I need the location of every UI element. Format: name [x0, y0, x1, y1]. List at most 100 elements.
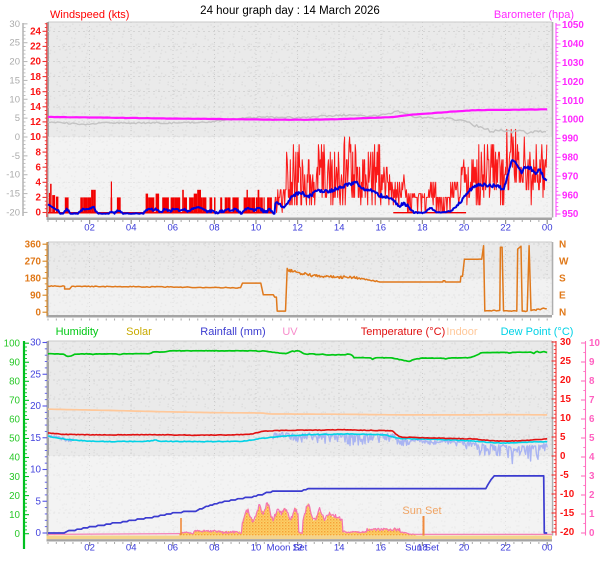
svg-text:1: 1: [589, 509, 595, 520]
svg-text:14: 14: [334, 543, 345, 554]
svg-text:08: 08: [209, 543, 220, 554]
svg-text:20: 20: [30, 401, 41, 412]
svg-text:1030: 1030: [562, 58, 584, 69]
svg-text:18: 18: [417, 543, 428, 554]
svg-text:Sun Set: Sun Set: [402, 505, 441, 517]
svg-text:1020: 1020: [562, 77, 584, 88]
svg-text:20: 20: [459, 543, 470, 554]
svg-text:04: 04: [126, 543, 137, 554]
svg-text:2: 2: [589, 490, 595, 501]
svg-text:18: 18: [30, 72, 41, 83]
svg-text:6: 6: [36, 162, 42, 173]
svg-text:N: N: [559, 240, 566, 251]
svg-text:Solar: Solar: [126, 326, 152, 338]
svg-text:06: 06: [168, 223, 179, 234]
svg-text:25: 25: [560, 356, 571, 367]
svg-text:-15: -15: [6, 189, 20, 200]
svg-text:-5: -5: [560, 470, 569, 481]
svg-text:990: 990: [562, 134, 579, 145]
svg-text:4: 4: [589, 452, 595, 463]
svg-text:1000: 1000: [562, 115, 584, 126]
svg-text:S: S: [559, 274, 566, 285]
svg-text:30: 30: [30, 338, 41, 349]
svg-text:5: 5: [15, 113, 20, 124]
svg-text:Rainfall (mm): Rainfall (mm): [200, 326, 265, 338]
svg-text:8: 8: [36, 147, 42, 158]
svg-text:Windspeed (kts): Windspeed (kts): [50, 9, 129, 21]
svg-text:22: 22: [500, 543, 511, 554]
svg-text:12: 12: [292, 223, 303, 234]
svg-text:15: 15: [30, 433, 41, 444]
svg-text:4: 4: [36, 178, 42, 189]
svg-text:14: 14: [30, 102, 41, 113]
svg-text:25: 25: [9, 38, 20, 49]
svg-text:Temperature (°C): Temperature (°C): [361, 326, 445, 338]
svg-text:0: 0: [36, 528, 42, 539]
svg-text:6: 6: [589, 414, 595, 425]
svg-text:24: 24: [30, 27, 41, 38]
svg-text:02: 02: [84, 223, 95, 234]
svg-text:9: 9: [589, 357, 595, 368]
svg-text:90: 90: [9, 357, 20, 368]
svg-text:12: 12: [30, 117, 41, 128]
svg-text:W: W: [559, 257, 569, 268]
svg-text:5: 5: [589, 433, 595, 444]
svg-text:10: 10: [9, 94, 20, 105]
svg-text:Moon Set: Moon Set: [267, 543, 308, 554]
svg-text:16: 16: [30, 87, 41, 98]
svg-text:100: 100: [4, 338, 21, 349]
svg-text:90: 90: [30, 290, 41, 301]
svg-text:2: 2: [36, 193, 42, 204]
svg-text:16: 16: [376, 543, 387, 554]
svg-text:14: 14: [334, 223, 345, 234]
svg-text:20: 20: [9, 57, 20, 68]
svg-text:30: 30: [9, 472, 20, 483]
svg-text:8: 8: [589, 376, 595, 387]
svg-text:0: 0: [36, 208, 42, 219]
svg-text:5: 5: [560, 432, 566, 443]
svg-text:22: 22: [500, 223, 511, 234]
svg-text:270: 270: [25, 256, 42, 267]
svg-text:60: 60: [9, 415, 20, 426]
svg-text:3: 3: [589, 471, 595, 482]
svg-text:180: 180: [25, 273, 42, 284]
svg-text:50: 50: [9, 434, 20, 445]
svg-text:20: 20: [9, 491, 20, 502]
svg-text:1040: 1040: [562, 39, 584, 50]
svg-text:06: 06: [168, 543, 179, 554]
svg-text:0: 0: [589, 528, 595, 539]
svg-text:Barometer (hpa): Barometer (hpa): [494, 9, 574, 21]
svg-text:12: 12: [292, 543, 303, 554]
svg-text:N: N: [559, 308, 566, 319]
svg-text:00: 00: [542, 223, 553, 234]
svg-text:10: 10: [589, 338, 600, 349]
svg-text:0: 0: [15, 132, 20, 143]
svg-text:15: 15: [9, 75, 20, 86]
svg-text:10: 10: [9, 510, 20, 521]
svg-text:360: 360: [25, 239, 42, 250]
svg-text:970: 970: [562, 171, 579, 182]
svg-text:80: 80: [9, 377, 20, 388]
svg-text:10: 10: [30, 465, 41, 476]
svg-text:-20: -20: [6, 207, 20, 218]
svg-text:40: 40: [9, 453, 20, 464]
svg-text:20: 20: [459, 223, 470, 234]
svg-text:20: 20: [30, 57, 41, 68]
svg-text:10: 10: [251, 543, 262, 554]
svg-text:950: 950: [562, 209, 579, 220]
svg-text:Indoor: Indoor: [446, 326, 478, 338]
svg-text:18: 18: [417, 223, 428, 234]
svg-text:1010: 1010: [562, 96, 584, 107]
svg-text:-15: -15: [560, 508, 575, 519]
svg-text:15: 15: [560, 394, 571, 405]
svg-text:0: 0: [560, 451, 566, 462]
svg-text:960: 960: [562, 190, 579, 201]
svg-text:20: 20: [560, 375, 571, 386]
svg-text:E: E: [559, 291, 566, 302]
svg-text:00: 00: [542, 543, 553, 554]
svg-text:22: 22: [30, 42, 41, 53]
svg-text:-5: -5: [12, 151, 20, 162]
svg-text:Humidity: Humidity: [56, 326, 99, 338]
svg-text:-10: -10: [6, 170, 20, 181]
svg-text:UV: UV: [282, 326, 298, 338]
